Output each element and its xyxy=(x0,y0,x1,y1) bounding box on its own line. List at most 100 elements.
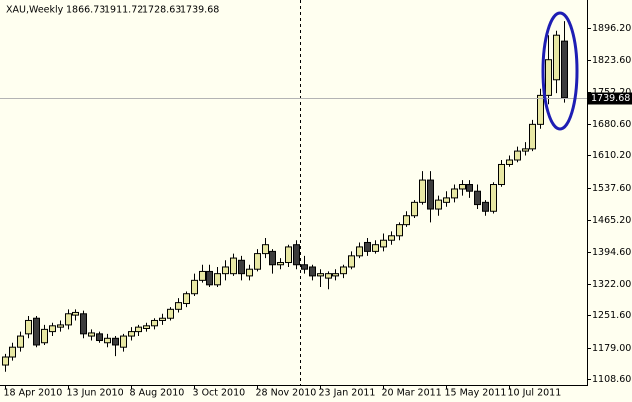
x-tick-label: 10 Jul 2011 xyxy=(508,388,562,399)
current-price-label: 1739.68 xyxy=(591,93,630,104)
candle-body xyxy=(451,188,458,199)
candle-body xyxy=(561,40,568,99)
y-tick-label: 1896.20 xyxy=(592,23,631,34)
header-high: 1911.72 xyxy=(104,5,143,16)
candle-body xyxy=(545,59,552,96)
candle-body xyxy=(301,264,308,270)
candle-body xyxy=(159,317,166,321)
candle-body xyxy=(88,332,95,337)
candle-body xyxy=(33,317,40,346)
y-tick-label: 1823.60 xyxy=(592,55,631,66)
candle-body xyxy=(522,148,529,152)
candle-body xyxy=(238,259,245,275)
candle-body xyxy=(388,235,395,241)
candle-body xyxy=(356,246,363,257)
candle-body xyxy=(183,293,190,305)
x-tick-label: 28 Nov 2010 xyxy=(256,388,317,399)
candle-body xyxy=(348,255,355,268)
candle-body xyxy=(514,150,521,161)
candle-body xyxy=(222,266,229,275)
candle-body xyxy=(25,319,32,335)
header-low: 1728.63 xyxy=(142,5,181,16)
y-tick-label: 1537.60 xyxy=(592,183,631,194)
y-tick-label: 1680.60 xyxy=(592,119,631,130)
candle-body xyxy=(269,250,276,266)
y-tick-label: 1394.60 xyxy=(592,247,631,258)
candle-body xyxy=(443,197,450,203)
candle-body xyxy=(65,313,72,326)
y-tick-label: 1465.20 xyxy=(592,215,631,226)
candle-body xyxy=(80,313,87,335)
candle-body xyxy=(120,335,127,348)
candle-body xyxy=(553,34,560,81)
y-tick-label: 1610.20 xyxy=(592,150,631,161)
x-tick-label: 18 Apr 2010 xyxy=(4,388,63,399)
candle-body xyxy=(104,337,111,344)
candle-body xyxy=(143,325,150,329)
candle-body xyxy=(466,184,473,192)
header-open: 1866.73 xyxy=(66,5,105,16)
x-tick-label: 20 Mar 2011 xyxy=(382,388,442,399)
candle-body xyxy=(191,279,198,295)
candle-body xyxy=(206,270,213,286)
candle-body xyxy=(419,179,426,203)
candle-body xyxy=(17,335,24,348)
current-price-box xyxy=(588,92,632,105)
x-tick-label: 3 Oct 2010 xyxy=(193,388,246,399)
candle-body xyxy=(317,273,324,277)
candle-body xyxy=(459,184,466,190)
candle-body xyxy=(537,94,544,125)
candle-body xyxy=(293,244,300,266)
candle-body xyxy=(262,244,269,255)
candle-body xyxy=(151,319,158,327)
candle-body xyxy=(340,266,347,275)
candle-body xyxy=(2,356,9,366)
candle-body xyxy=(325,273,332,279)
candle-body xyxy=(214,273,221,286)
candle-body xyxy=(498,163,505,186)
candle-body xyxy=(372,244,379,252)
candle-body xyxy=(175,302,182,310)
candle-body xyxy=(529,123,536,150)
candle-body xyxy=(199,270,206,281)
y-tick-label: 1322.00 xyxy=(592,279,631,290)
candle-body xyxy=(285,246,292,264)
y-tick-label: 1108.60 xyxy=(592,374,631,385)
plot: 1108.60 1179.00 1251.60 1322.00 1394.60 1465.… xyxy=(0,21,631,399)
candle-body xyxy=(112,337,119,346)
candle-body xyxy=(167,308,174,319)
y-tick-label: 1179.00 xyxy=(592,343,631,354)
candle-body xyxy=(435,199,442,210)
candle-body xyxy=(427,179,434,210)
candle-body xyxy=(482,201,489,212)
candle-body xyxy=(49,325,56,333)
candle-body xyxy=(96,333,103,342)
candle-body xyxy=(506,159,513,165)
candle-body xyxy=(246,268,253,277)
candle-body xyxy=(364,241,371,252)
header-close: 1739.68 xyxy=(180,5,219,16)
candle-body xyxy=(277,262,284,266)
candle-body xyxy=(490,184,497,212)
x-tick-label: 8 Aug 2010 xyxy=(130,388,185,399)
y-tick-label: 1251.60 xyxy=(592,310,631,321)
x-tick-label: 13 Jun 2010 xyxy=(67,388,124,399)
candle-body xyxy=(309,266,316,277)
candle-body xyxy=(403,215,410,226)
candle-body xyxy=(9,346,16,358)
highlight-ellipse xyxy=(541,11,579,131)
candle-body xyxy=(128,331,135,337)
candle-body xyxy=(254,253,261,270)
candle-body xyxy=(135,326,142,333)
candle-body xyxy=(230,257,237,275)
x-tick-label: 23 Jan 2011 xyxy=(319,388,376,399)
x-tick-label: 15 May 2011 xyxy=(445,388,507,399)
candle-body xyxy=(474,190,481,206)
candle-body xyxy=(411,201,418,217)
candle-body xyxy=(332,273,339,277)
symbol-title: XAU,Weekly xyxy=(6,5,64,16)
candle-body xyxy=(72,311,79,316)
candle-body xyxy=(396,224,403,237)
